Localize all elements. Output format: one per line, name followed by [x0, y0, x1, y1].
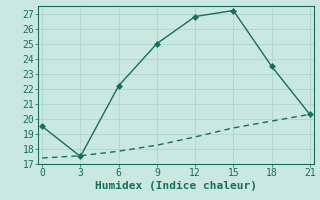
X-axis label: Humidex (Indice chaleur): Humidex (Indice chaleur): [95, 181, 257, 191]
